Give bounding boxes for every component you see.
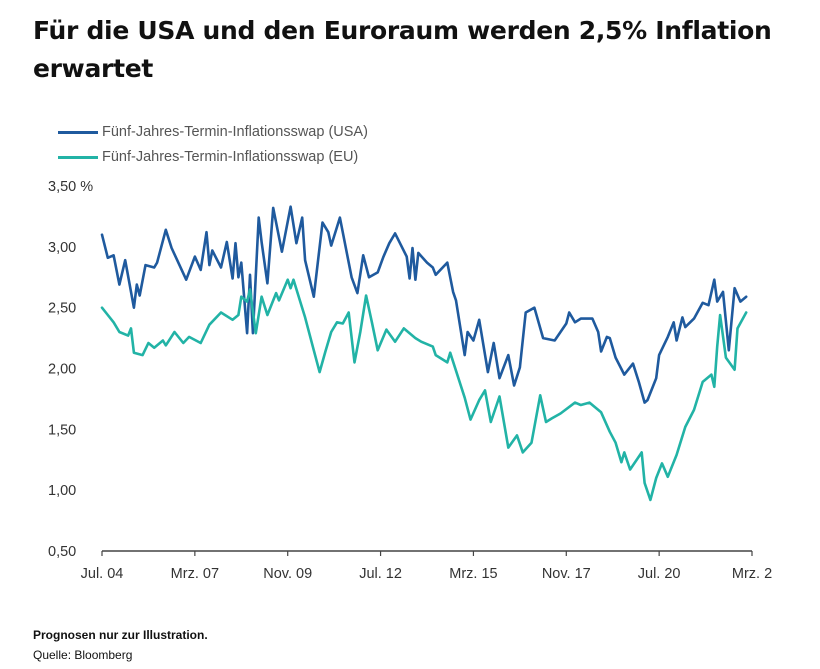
x-tick-label: Mrz. 15: [449, 566, 497, 582]
x-tick-label: Jul. 12: [359, 566, 402, 582]
legend-item-usa: Fünf-Jahres-Termin-Inflationsswap (USA): [58, 124, 368, 140]
y-tick-label: 2,00: [48, 362, 76, 378]
x-tick-label: Mrz. 07: [171, 566, 219, 582]
footnote: Prognosen nur zur Illustration.: [33, 628, 208, 642]
legend-item-eu: Fünf-Jahres-Termin-Inflationsswap (EU): [58, 149, 358, 165]
legend-swatch-usa: [58, 130, 98, 134]
y-tick-label: 0,50: [48, 544, 76, 560]
page-title: Für die USA und den Euroraum werden 2,5%…: [33, 16, 772, 83]
x-tick-label: Jul. 20: [638, 566, 681, 582]
x-tick-label: Jul. 04: [81, 566, 124, 582]
y-tick-label: 2,50: [48, 301, 76, 317]
y-tick-label: 1,50: [48, 422, 76, 438]
x-tick-label: Mrz. 2: [732, 566, 772, 582]
y-tick-label: 3,00: [48, 240, 76, 256]
x-tick-label: Nov. 17: [542, 566, 591, 582]
y-tick-label: 3,50 %: [48, 179, 93, 195]
series-line-eu: [100, 278, 748, 502]
legend-label-eu: Fünf-Jahres-Termin-Inflationsswap (EU): [102, 149, 359, 165]
y-tick-label: 1,00: [48, 483, 76, 499]
legend-swatch-eu: [58, 155, 98, 159]
series-line-usa: [100, 205, 748, 404]
legend-label-usa: Fünf-Jahres-Termin-Inflationsswap (USA): [102, 124, 368, 140]
x-tick-label: Nov. 09: [263, 566, 312, 582]
source-note: Quelle: Bloomberg: [33, 648, 133, 662]
